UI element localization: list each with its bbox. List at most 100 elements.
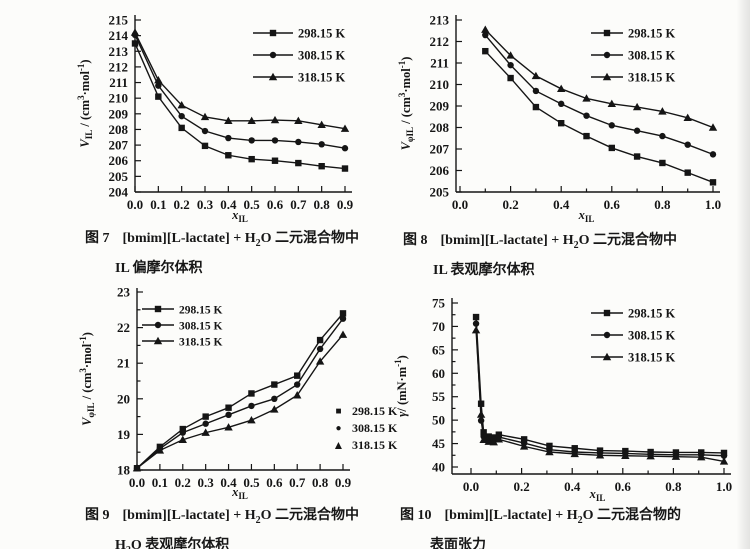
y-tick-label: 22 xyxy=(117,320,130,335)
figure-9-caption-text: [bmim][L-lactate] + H2O 二元混合物中 xyxy=(122,508,360,526)
legend: 298.15 K 308.15 K 318.15 K xyxy=(591,26,676,84)
ticks xyxy=(452,302,725,474)
figure-7-caption-text: [bmim][L-lactate] + H2O 二元混合物中 xyxy=(122,231,360,249)
y-tick-label: 212 xyxy=(430,34,450,49)
figure-8-chart: 205 206 207 208 209 210 211 212 213 0.0 0.2 0.4 0.6 0… xyxy=(397,13,721,225)
figure-10-caption-line2: 表面张力 xyxy=(430,537,486,549)
figure-7-panel: 204 205 206 207 208 209 210 211 212 213 214 215 0.0 0… xyxy=(0,0,375,280)
series-318.15K xyxy=(132,330,348,472)
x-tick-label: 0.0 xyxy=(463,479,479,494)
legend-label: 318.15 K xyxy=(352,438,398,452)
x-tick-label: 0.4 xyxy=(220,475,237,490)
legend-label: 308.15 K xyxy=(298,48,346,62)
axes xyxy=(451,298,731,475)
y-tick-label: 205 xyxy=(430,185,450,200)
y-tick-label: 40 xyxy=(432,460,445,475)
axes xyxy=(136,288,350,471)
figure-10-caption-text: [bmim][L-lactate] + H2O 二元混合物的 xyxy=(444,508,682,526)
x-axis-title: xIL xyxy=(231,208,248,224)
figure-7-number: 图 7 xyxy=(85,231,110,246)
legend-label: 308.15 K xyxy=(352,421,398,435)
y-tick-label: 21 xyxy=(117,356,130,371)
legend: 298.15 K 308.15 K 318.15 K xyxy=(142,304,223,348)
y-tick-label: 23 xyxy=(117,285,131,300)
legend-label: 318.15 K xyxy=(628,70,676,84)
series-308.15K xyxy=(482,31,717,158)
y-tick-label: 208 xyxy=(109,122,129,137)
y-tick-label: 55 xyxy=(432,389,446,404)
circle-marker-icon: ● xyxy=(335,423,342,434)
x-axis-title: xIL xyxy=(231,485,248,501)
ticks xyxy=(134,19,346,193)
series-308.15K xyxy=(472,320,728,459)
y-tick-label: 213 xyxy=(430,13,450,28)
y-tick-label: 19 xyxy=(117,427,131,442)
y-tick-label: 208 xyxy=(430,120,450,135)
legend-label: 298.15 K xyxy=(298,26,346,40)
square-marker-icon: ■ xyxy=(335,406,342,417)
y-tick-label: 211 xyxy=(430,56,449,71)
y-tick-label: 204 xyxy=(109,185,129,200)
legend-label: 318.15 K xyxy=(179,336,223,348)
y-tick-label: 65 xyxy=(432,342,446,357)
figure-10-panel: 40 45 50 55 60 65 70 75 0.0 0.2 0.4 0.6 0.8 1.0 γ/ (mN… xyxy=(375,280,750,549)
x-tick-label: 0.3 xyxy=(198,475,215,490)
y-tick-label: 60 xyxy=(432,366,445,381)
figure-8-caption: 图 8 [bmim][L-lactate] + H2O 二元混合物中 IL 表观摩… xyxy=(403,232,677,280)
series-298.15K xyxy=(131,40,349,172)
y-tick-label: 209 xyxy=(430,99,450,114)
figure-9-caption: 图 9 [bmim][L-lactate] + H2O 二元混合物中 H2O 表观… xyxy=(85,507,359,549)
ticks xyxy=(136,291,344,471)
series-318.15K xyxy=(130,28,350,132)
figure-9-extra-legend: ■ 298.15 K ● 308.15 K ▲ 318.15 K xyxy=(332,403,398,454)
y-tick-label: 213 xyxy=(109,44,129,59)
legend-label: 308.15 K xyxy=(179,320,223,332)
y-tick-label: 212 xyxy=(109,59,129,74)
legend-label: 318.15 K xyxy=(628,350,676,364)
x-tick-label: 0.3 xyxy=(197,197,214,212)
x-tick-label: 0.5 xyxy=(244,197,261,212)
x-tick-label: 0.6 xyxy=(615,479,632,494)
x-tick-label: 1.0 xyxy=(716,479,732,494)
legend-label: 308.15 K xyxy=(628,328,676,342)
figure-8-caption-text: [bmim][L-lactate] + H2O 二元混合物中 xyxy=(440,233,678,251)
x-tick-label: 0.2 xyxy=(174,197,190,212)
y-tick-label: 20 xyxy=(117,391,130,406)
x-tick-label: 1.0 xyxy=(705,197,721,212)
y-tick-label: 50 xyxy=(432,413,445,428)
y-tick-label: 211 xyxy=(109,75,128,90)
figure-8-panel: 205 206 207 208 209 210 211 212 213 0.0 0.2 0.4 0.6 0… xyxy=(375,0,750,280)
x-tick-label: 0.9 xyxy=(335,475,352,490)
y-axis-title: VIL / (cm3·mol-1) xyxy=(76,59,94,147)
legend-label: 298.15 K xyxy=(628,26,676,40)
y-axis-title: γ/ (mN·m-1) xyxy=(393,355,409,417)
y-tick-label: 18 xyxy=(117,463,131,478)
figure-10-caption: 图 10 [bmim][L-lactate] + H2O 二元混合物的 表面张力 xyxy=(400,507,681,549)
figure-7-caption: 图 7 [bmim][L-lactate] + H2O 二元混合物中 IL 偏摩尔… xyxy=(85,230,359,278)
triangle-marker-icon: ▲ xyxy=(332,438,345,452)
figure-9-number: 图 9 xyxy=(85,508,110,523)
x-tick-label: 0.0 xyxy=(452,197,468,212)
series-308.15K xyxy=(131,31,349,152)
x-tick-label: 0.6 xyxy=(604,197,621,212)
legend-entry: ■ 298.15 K xyxy=(332,403,397,420)
figure-10-number: 图 10 xyxy=(400,508,432,523)
series-308.15K xyxy=(133,315,347,472)
x-tick-label: 0.2 xyxy=(513,479,529,494)
y-tick-label: 215 xyxy=(109,13,129,28)
y-tick-label: 70 xyxy=(432,319,445,334)
x-tick-label: 0.8 xyxy=(654,197,671,212)
y-tick-label: 207 xyxy=(109,138,129,153)
series-318.15K xyxy=(471,325,729,465)
y-tick-label: 206 xyxy=(430,163,450,178)
x-tick-label: 0.0 xyxy=(127,197,143,212)
x-tick-label: 0.4 xyxy=(553,197,570,212)
x-tick-label: 0.5 xyxy=(243,475,260,490)
legend-label: 298.15 K xyxy=(179,304,223,316)
axes xyxy=(455,15,720,193)
x-tick-label: 0.7 xyxy=(290,197,307,212)
figure-9-panel: 18 19 20 21 22 23 0.0 0.1 0.2 0.3 0.4 0.5 0.6 0.7 0.8 0… xyxy=(0,280,375,549)
